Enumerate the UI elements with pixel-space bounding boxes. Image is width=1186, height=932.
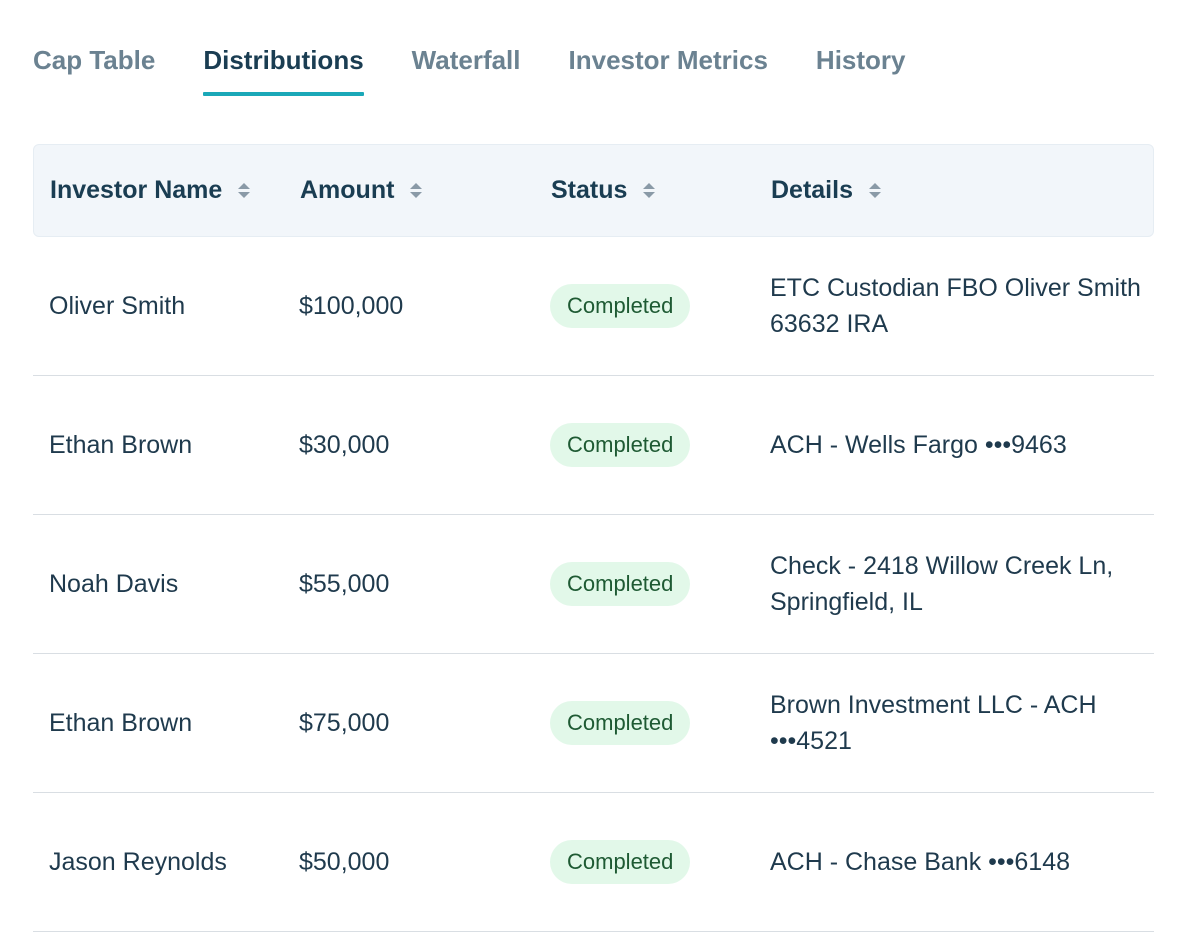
- amount-cell: $30,000: [299, 431, 390, 459]
- table-row[interactable]: Ethan Brown $75,000 Completed Brown Inve…: [33, 654, 1154, 793]
- column-header-details[interactable]: Details: [756, 176, 1153, 205]
- distributions-table: Investor Name Amount Status Details Oliv…: [33, 144, 1154, 932]
- column-header-label: Details: [771, 176, 853, 204]
- details-cell: ETC Custodian FBO Oliver Smith 63632 IRA: [770, 274, 1141, 338]
- details-cell: ACH - Chase Bank •••6148: [770, 848, 1071, 876]
- column-header-label: Status: [551, 176, 628, 204]
- table-row[interactable]: Noah Davis $55,000 Completed Check - 241…: [33, 515, 1154, 654]
- status-cell: Completed: [535, 701, 755, 745]
- sort-icon[interactable]: [868, 183, 881, 198]
- table-row[interactable]: Ethan Brown $30,000 Completed ACH - Well…: [33, 376, 1154, 515]
- tab-waterfall[interactable]: Waterfall: [411, 45, 521, 75]
- amount-cell: $100,000: [299, 292, 404, 320]
- investor-name-cell: Ethan Brown: [49, 431, 193, 459]
- investor-name-cell: Ethan Brown: [49, 709, 193, 737]
- sort-icon[interactable]: [238, 183, 251, 198]
- status-badge: Completed: [550, 701, 691, 745]
- amount-cell: $50,000: [299, 848, 390, 876]
- investor-name-cell: Oliver Smith: [49, 292, 186, 320]
- status-cell: Completed: [535, 562, 755, 606]
- status-cell: Completed: [535, 423, 755, 467]
- column-header-amount[interactable]: Amount: [285, 176, 536, 205]
- investor-name-cell: Noah Davis: [49, 570, 179, 598]
- column-header-label: Amount: [300, 176, 395, 204]
- status-cell: Completed: [535, 840, 755, 884]
- tab-distributions[interactable]: Distributions: [203, 38, 365, 96]
- status-cell: Completed: [535, 284, 755, 328]
- table-row[interactable]: Oliver Smith $100,000 Completed ETC Cust…: [33, 237, 1154, 376]
- sort-icon[interactable]: [643, 183, 656, 198]
- tab-investor-metrics[interactable]: Investor Metrics: [568, 45, 768, 75]
- column-header-status[interactable]: Status: [536, 176, 756, 205]
- amount-cell: $55,000: [299, 570, 390, 598]
- details-cell: Brown Investment LLC - ACH •••4521: [770, 691, 1097, 755]
- status-badge: Completed: [550, 423, 691, 467]
- status-badge: Completed: [550, 562, 691, 606]
- tab-cap-table[interactable]: Cap Table: [33, 45, 156, 75]
- tab-history[interactable]: History: [815, 45, 906, 75]
- column-header-investor-name[interactable]: Investor Name: [34, 176, 285, 205]
- table-header: Investor Name Amount Status Details: [33, 144, 1154, 237]
- table-row[interactable]: Jason Reynolds $50,000 Completed ACH - C…: [33, 793, 1154, 932]
- sort-icon[interactable]: [410, 183, 423, 198]
- amount-cell: $75,000: [299, 709, 390, 737]
- tab-bar: Cap Table Distributions Waterfall Invest…: [33, 38, 906, 96]
- status-badge: Completed: [550, 840, 691, 884]
- column-header-label: Investor Name: [50, 176, 223, 204]
- investor-name-cell: Jason Reynolds: [49, 848, 227, 876]
- status-badge: Completed: [550, 284, 691, 328]
- details-cell: ACH - Wells Fargo •••9463: [770, 431, 1067, 459]
- details-cell: Check - 2418 Willow Creek Ln, Springfiel…: [770, 552, 1114, 616]
